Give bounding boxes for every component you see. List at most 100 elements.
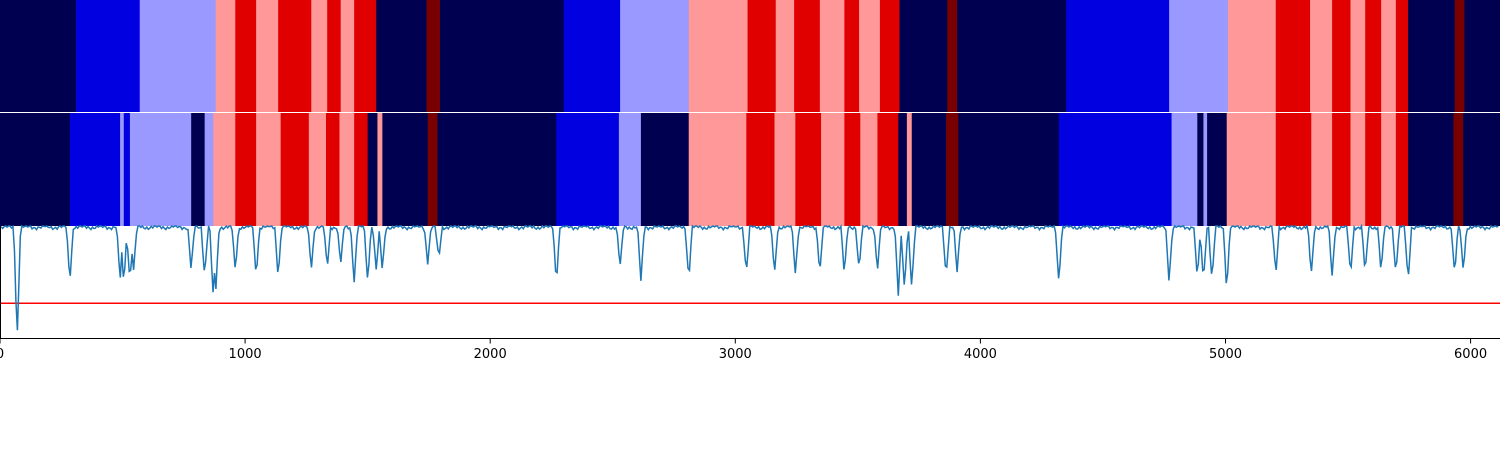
- heatmap-cell: [280, 113, 310, 226]
- heatmap-cell: [308, 113, 327, 226]
- heatmap-cell: [688, 0, 748, 112]
- line-panel-background: [0, 226, 1500, 338]
- heatmap-cell: [204, 113, 214, 226]
- heatmap-cell: [1310, 0, 1333, 112]
- heatmap-cell: [819, 0, 845, 112]
- heatmap-cell: [311, 0, 328, 112]
- heatmap-cell: [879, 0, 900, 112]
- x-tick-label: 6000: [1454, 347, 1487, 362]
- heatmap-cell: [1350, 113, 1366, 226]
- heatmap-cell: [821, 113, 845, 226]
- heatmap-top: [0, 0, 1500, 112]
- heatmap-cell: [69, 113, 121, 226]
- heatmap-cell: [1350, 0, 1366, 112]
- heatmap-cell: [0, 113, 71, 226]
- heatmap-cell: [688, 113, 747, 226]
- heatmap-cell: [0, 0, 77, 112]
- heatmap-cell: [377, 113, 383, 226]
- x-tick-label: 2000: [474, 347, 507, 362]
- x-tick-label: 1000: [229, 347, 262, 362]
- heatmap-cell: [235, 113, 257, 226]
- heatmap-cell: [1408, 113, 1454, 226]
- heatmap-cell: [1171, 113, 1198, 226]
- heatmap-cell: [556, 113, 620, 226]
- heatmap-cell: [325, 113, 340, 226]
- heatmap-cell: [747, 0, 777, 112]
- heatmap-cell: [1381, 0, 1397, 112]
- heatmap-cell: [235, 0, 257, 112]
- heatmap-cell: [1365, 0, 1382, 112]
- heatmap-cell: [339, 113, 355, 226]
- heatmap-cell: [1453, 113, 1464, 226]
- series-line: [0, 223, 1499, 331]
- heatmap-cell: [1207, 113, 1213, 226]
- heatmap-cell: [1454, 0, 1465, 112]
- heatmap-cell: [1212, 113, 1228, 226]
- heatmap-cell: [844, 113, 861, 226]
- heatmap-cell: [133, 113, 192, 226]
- heatmap-cell: [1226, 113, 1277, 226]
- heatmap-cell: [620, 0, 690, 112]
- heatmap-cell: [1169, 0, 1229, 112]
- heatmap-cell: [120, 113, 125, 226]
- heatmap-cell: [775, 0, 795, 112]
- heatmap-cell: [75, 0, 141, 112]
- heatmap-cell: [376, 0, 427, 112]
- heatmap-cell: [1058, 113, 1172, 226]
- heatmap-cell: [1227, 0, 1277, 112]
- heatmap-cell: [844, 0, 860, 112]
- heatmap-cell: [1381, 113, 1397, 226]
- heatmap-cell: [1395, 0, 1409, 112]
- heatmap-cell: [774, 113, 796, 226]
- heatmap-cell: [877, 113, 899, 226]
- heatmap-cell: [340, 0, 355, 112]
- heatmap-cell: [426, 0, 441, 112]
- heatmap-cell: [640, 113, 690, 226]
- heatmap-cell: [256, 0, 279, 112]
- heatmap-cell: [191, 113, 206, 226]
- heatmap-cell: [1275, 0, 1311, 112]
- heatmap-cell: [1203, 113, 1208, 226]
- heatmap-cell: [618, 113, 642, 226]
- heatmap-cell: [911, 113, 947, 226]
- heatmap-cell: [1311, 113, 1333, 226]
- heatmap-cell: [439, 0, 565, 112]
- x-tick-label: 5000: [1209, 347, 1242, 362]
- heatmap-cell: [1197, 113, 1204, 226]
- heatmap-cell: [1066, 0, 1170, 112]
- heatmap-cell: [1408, 0, 1456, 112]
- line-panel: 0 1000 2000 3000 4000 5000 6000: [0, 223, 1500, 362]
- heatmap-cell: [129, 113, 134, 226]
- x-tick-label: 0: [0, 347, 4, 362]
- heatmap-bottom: [0, 113, 1500, 226]
- heatmap-cell: [794, 0, 821, 112]
- heatmap-cell: [215, 0, 236, 112]
- heatmap-cell: [1464, 0, 1500, 112]
- heatmap-cell: [899, 0, 948, 112]
- heatmap-cell: [860, 113, 878, 226]
- x-tick-label: 4000: [964, 347, 997, 362]
- heatmap-cell: [427, 113, 438, 226]
- heatmap-cell: [382, 113, 429, 226]
- heatmap-cell: [139, 0, 217, 112]
- heatmap-cell: [946, 113, 959, 226]
- heatmap-cell: [367, 113, 378, 226]
- heatmap-cell: [437, 113, 557, 226]
- heatmap-cell: [795, 113, 822, 226]
- heatmap-cell: [859, 0, 881, 112]
- x-axis-ticks: 0 1000 2000 3000 4000 5000 6000: [0, 338, 1487, 362]
- heatmap-cell: [278, 0, 312, 112]
- heatmap-cell: [1332, 113, 1351, 226]
- heatmap-cell: [1332, 0, 1351, 112]
- heatmap-cell: [1395, 113, 1409, 226]
- heatmap-cell: [1275, 113, 1312, 226]
- heatmap-cell: [746, 113, 775, 226]
- heatmap-cell: [906, 113, 913, 226]
- heatmap-cell: [327, 0, 342, 112]
- heatmap-cell: [1365, 113, 1382, 226]
- heatmap-cell: [958, 113, 1060, 226]
- heatmap-cell: [957, 0, 1067, 112]
- heatmap-cell: [213, 113, 236, 226]
- heatmap-cell: [256, 113, 282, 226]
